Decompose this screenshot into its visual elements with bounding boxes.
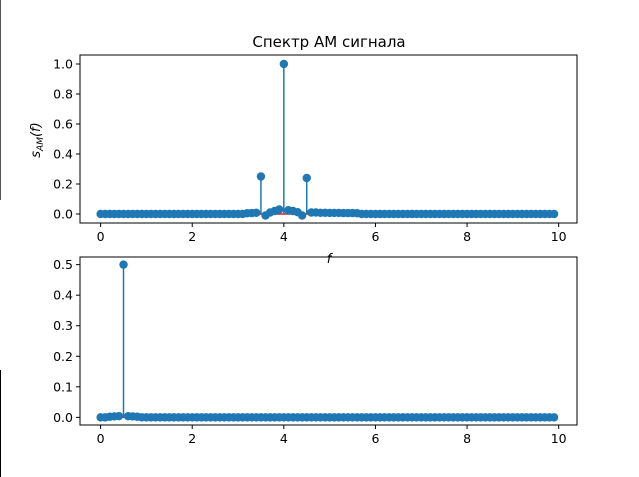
- x-tick-label: 2: [188, 431, 196, 446]
- y-axis-label-main: s: [29, 151, 44, 158]
- y-axis-label-tail: (f): [29, 122, 44, 137]
- y-tick-label: 0.2: [53, 349, 73, 364]
- y-tick-label: 0.3: [53, 318, 73, 333]
- x-tick-label: 0: [97, 229, 105, 244]
- chart-title: Спектр АМ сигнала: [252, 33, 405, 51]
- stem-marker: [297, 211, 307, 220]
- axes-frame: [79, 54, 578, 224]
- stem-marker: [302, 173, 311, 183]
- axes-frame: [79, 256, 578, 426]
- x-tick-label: 6: [371, 431, 379, 446]
- y-tick-label: 0.8: [53, 87, 73, 102]
- y-tick-label: 0.4: [53, 288, 73, 303]
- x-tick-label: 4: [280, 431, 288, 446]
- y-axis-label: sAM(f): [29, 122, 46, 157]
- x-tick-label: 10: [551, 431, 567, 446]
- stem-marker: [119, 260, 128, 269]
- x-tick-label: 4: [280, 229, 288, 244]
- y-tick-label: 0.4: [53, 147, 73, 162]
- x-axis-label: f: [327, 252, 334, 267]
- y-tick-label: 0.5: [53, 257, 73, 272]
- x-tick-label: 10: [551, 229, 567, 244]
- window-edge-top: [0, 0, 1, 200]
- y-tick-label: 0.2: [53, 177, 73, 192]
- x-tick-label: 2: [188, 229, 196, 244]
- y-tick-label: 1.0: [53, 57, 73, 72]
- stem-marker: [275, 205, 284, 214]
- stem-marker: [252, 208, 261, 217]
- window-edge-bottom: [0, 370, 1, 477]
- stem-marker: [114, 411, 124, 421]
- y-tick-label: 0.6: [53, 117, 73, 132]
- stem-marker: [549, 413, 559, 422]
- x-tick-label: 6: [371, 229, 379, 244]
- y-axis-label-sub: AM: [36, 137, 46, 152]
- y-tick-label: 0.0: [53, 410, 73, 425]
- stem-marker: [549, 209, 559, 219]
- stem-marker: [256, 172, 266, 181]
- subplot-top: Спектр АМ сигнала sAM(f) f 0 2 4 6 8 10 0.0 0.2…: [29, 33, 578, 267]
- subplot-bottom: 0 2 4 6 8 10 0.0 0.1 0.2 0.3 0.4 0.5: [53, 256, 578, 446]
- x-tick-label: 8: [463, 229, 471, 244]
- x-tick-label: 0: [97, 431, 105, 446]
- y-tick-label: 0.0: [53, 207, 73, 222]
- y-tick-label: 0.1: [53, 379, 73, 394]
- x-tick-label: 8: [463, 431, 471, 446]
- stem-marker: [279, 59, 289, 69]
